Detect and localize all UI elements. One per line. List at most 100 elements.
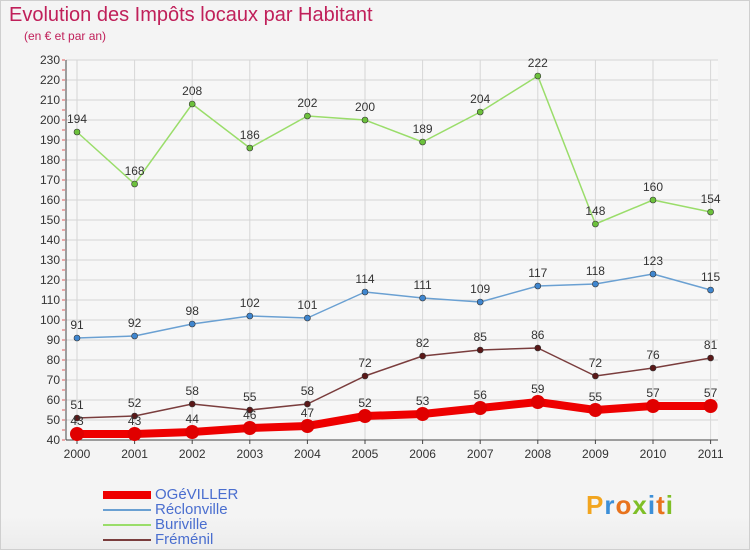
legend-swatch xyxy=(103,490,151,499)
data-point xyxy=(476,346,484,354)
data-point xyxy=(188,100,196,108)
legend-label: Fréménil xyxy=(155,531,214,548)
x-tick-label: 2008 xyxy=(524,447,551,461)
data-point xyxy=(246,312,254,320)
data-label: 47 xyxy=(301,406,315,420)
data-label: 58 xyxy=(301,384,315,398)
series-line xyxy=(76,273,711,339)
data-label: 114 xyxy=(355,272,374,286)
logo-letter: r xyxy=(604,490,616,520)
data-point xyxy=(534,282,542,290)
y-tick-label: 60 xyxy=(47,393,61,407)
data-label: 55 xyxy=(589,390,603,404)
data-label: 204 xyxy=(470,92,490,106)
series-réclonville xyxy=(73,270,714,342)
data-point xyxy=(73,414,81,422)
data-label: 111 xyxy=(413,278,432,292)
legend-label: Réclonville xyxy=(155,501,228,518)
data-label: 115 xyxy=(701,270,720,284)
data-point xyxy=(592,220,599,228)
data-label: 118 xyxy=(586,264,605,278)
data-point xyxy=(649,196,657,204)
data-label: 82 xyxy=(416,336,430,350)
data-point xyxy=(588,403,603,417)
x-tick-label: 2002 xyxy=(179,447,206,461)
y-tick-label: 120 xyxy=(40,273,60,287)
data-label: 102 xyxy=(240,296,260,310)
data-point xyxy=(127,427,142,441)
data-label: 98 xyxy=(186,304,200,318)
data-point xyxy=(419,138,426,146)
data-point xyxy=(246,144,254,152)
data-point xyxy=(246,406,254,414)
data-label: 76 xyxy=(646,348,660,362)
y-tick-label: 230 xyxy=(40,53,60,67)
data-label: 109 xyxy=(470,282,490,296)
data-point xyxy=(707,354,714,362)
legend-item-réclonville: Réclonville xyxy=(103,501,228,518)
data-point xyxy=(707,208,714,216)
data-labels: 43 43 44 46 47 52 53 56 59 55 57 57 91 92 98 102 101 114 1… xyxy=(67,56,721,428)
y-tick-label: 170 xyxy=(40,173,60,187)
data-point xyxy=(646,399,660,413)
data-point xyxy=(70,427,84,441)
data-point xyxy=(530,395,545,409)
data-point xyxy=(73,128,81,136)
y-tick-label: 180 xyxy=(40,153,60,167)
data-label: 44 xyxy=(186,412,200,426)
legend-label: OGéVILLER xyxy=(155,486,239,503)
y-tick-label: 220 xyxy=(40,73,60,87)
data-point xyxy=(185,425,200,439)
logo-letter: P xyxy=(586,490,605,520)
chart-subtitle: (en € et par an) xyxy=(24,29,107,43)
logo-letter: t xyxy=(656,490,666,520)
data-point xyxy=(188,320,196,328)
data-label: 43 xyxy=(70,414,84,428)
data-label: 148 xyxy=(585,204,605,218)
chart-title: Evolution des Impôts locaux par Habitant xyxy=(9,4,373,26)
data-label: 53 xyxy=(416,394,430,408)
x-tick-label: 2010 xyxy=(640,447,667,461)
data-label: 72 xyxy=(589,356,603,370)
data-point xyxy=(300,419,315,433)
data-label: 81 xyxy=(704,338,718,352)
data-label: 85 xyxy=(474,330,488,344)
x-tick-label: 2004 xyxy=(294,447,321,461)
x-tick-label: 2000 xyxy=(64,447,91,461)
legend-item-fréménil: Fréménil xyxy=(103,531,214,548)
x-tick-label: 2011 xyxy=(698,447,724,461)
x-tick-label: 2007 xyxy=(467,447,494,461)
x-tick-label: 2005 xyxy=(352,447,379,461)
data-label: 200 xyxy=(355,100,375,114)
data-point xyxy=(415,407,430,421)
data-point xyxy=(592,280,599,288)
y-tick-label: 70 xyxy=(47,373,61,387)
data-label: 202 xyxy=(297,96,317,110)
data-label: 57 xyxy=(704,386,718,400)
data-label: 186 xyxy=(240,128,260,142)
y-tick-label: 90 xyxy=(47,333,61,347)
x-tick-label: 2001 xyxy=(121,447,148,461)
data-point xyxy=(534,72,542,80)
series-line xyxy=(76,347,711,419)
data-label: 58 xyxy=(186,384,200,398)
legend-item-buriville: Buriville xyxy=(103,516,208,533)
logo-letter: i xyxy=(665,490,674,520)
proxiti-logo: Proxiti xyxy=(586,490,674,521)
legend-swatch xyxy=(103,508,151,511)
data-label: 72 xyxy=(358,356,372,370)
data-label: 52 xyxy=(358,396,372,410)
legend-swatch xyxy=(103,523,151,526)
data-point xyxy=(419,352,426,360)
data-label: 46 xyxy=(243,408,257,422)
data-point xyxy=(304,112,311,120)
y-tick-label: 210 xyxy=(40,93,60,107)
data-label: 222 xyxy=(528,56,548,70)
data-label: 189 xyxy=(413,122,433,136)
data-label: 55 xyxy=(243,390,257,404)
legend-swatch xyxy=(103,538,151,541)
y-tick-label: 190 xyxy=(40,133,60,147)
data-point xyxy=(358,409,372,423)
data-label: 154 xyxy=(701,192,721,206)
